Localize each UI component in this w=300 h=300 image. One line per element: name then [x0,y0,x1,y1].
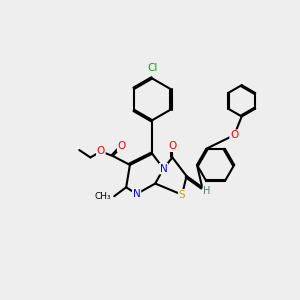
Text: N: N [133,189,140,199]
Text: CH₃: CH₃ [95,192,111,201]
Text: O: O [118,141,126,151]
Text: O: O [168,141,176,151]
Text: H: H [203,186,211,196]
Text: Cl: Cl [147,63,158,73]
Text: O: O [230,130,238,140]
Text: S: S [179,190,185,200]
Text: O: O [97,146,105,157]
Text: N: N [160,164,167,174]
